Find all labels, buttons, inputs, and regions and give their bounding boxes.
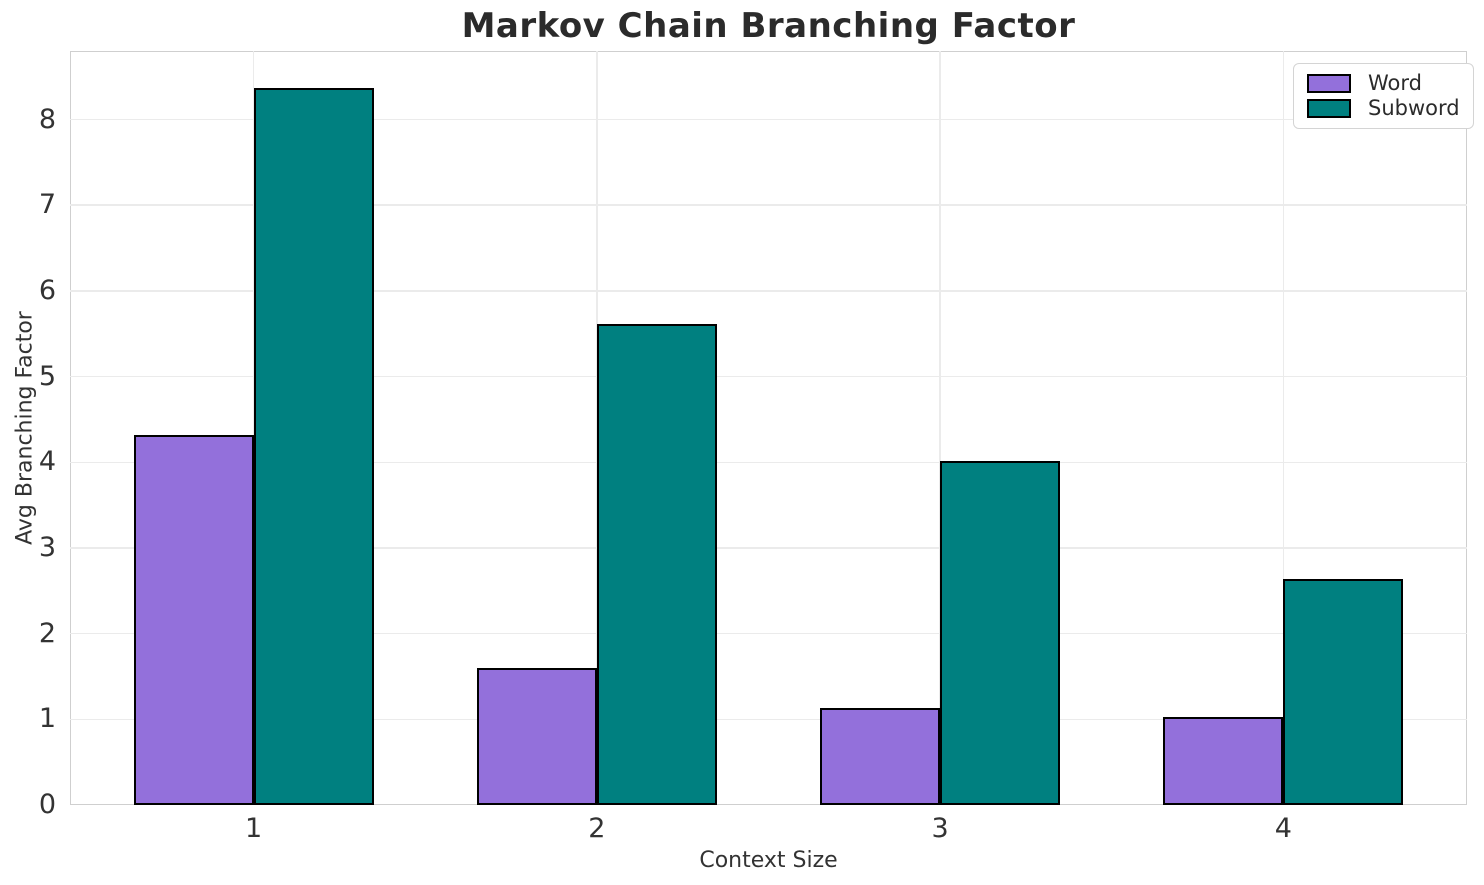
word-series-swatch (1307, 74, 1351, 93)
x-tick-label: 4 (1274, 813, 1292, 844)
h-gridline (70, 118, 1467, 121)
y-tick-label: 6 (38, 274, 56, 306)
bar-word-3 (819, 708, 941, 805)
y-tick-label: 4 (38, 446, 56, 478)
v-gridline (1282, 51, 1285, 805)
bar-subword-3 (940, 460, 1061, 805)
y-tick-label: 8 (38, 103, 56, 135)
bar-word-4 (1163, 716, 1284, 805)
y-axis-label: Avg Branching Factor (12, 311, 38, 545)
h-gridline (70, 632, 1467, 635)
h-gridline (70, 547, 1467, 549)
bar-subword-2 (596, 324, 717, 805)
bar-word-1 (133, 434, 254, 805)
y-tick-label: 7 (38, 189, 56, 221)
legend-label-word: Word (1368, 71, 1422, 95)
chart-title: Markov Chain Branching Factor (461, 6, 1076, 46)
x-tick-label: 2 (588, 813, 606, 844)
bar-subword-1 (253, 87, 374, 805)
bar-word-2 (476, 667, 597, 805)
y-tick-label: 5 (38, 360, 56, 392)
bar-subword-4 (1283, 578, 1404, 805)
legend-entry-subword: Subword (1307, 96, 1460, 121)
y-tick-label: 2 (38, 617, 56, 649)
h-gridline (70, 718, 1467, 721)
h-gridline (70, 204, 1467, 206)
y-tick-label: 0 (38, 789, 56, 820)
y-tick-label: 3 (38, 531, 56, 563)
legend: Word Subword (1293, 63, 1474, 129)
v-gridline (939, 51, 941, 805)
x-tick-label: 3 (931, 813, 949, 844)
x-tick-label: 1 (245, 813, 263, 844)
y-tick-label: 1 (38, 703, 56, 735)
legend-entry-word: Word (1307, 71, 1460, 96)
h-gridline (70, 290, 1467, 292)
x-axis-label: Context Size (699, 848, 838, 873)
h-gridline (70, 461, 1467, 464)
subword-series-swatch (1307, 99, 1351, 118)
legend-label-subword: Subword (1368, 96, 1460, 120)
h-gridline (70, 375, 1467, 378)
